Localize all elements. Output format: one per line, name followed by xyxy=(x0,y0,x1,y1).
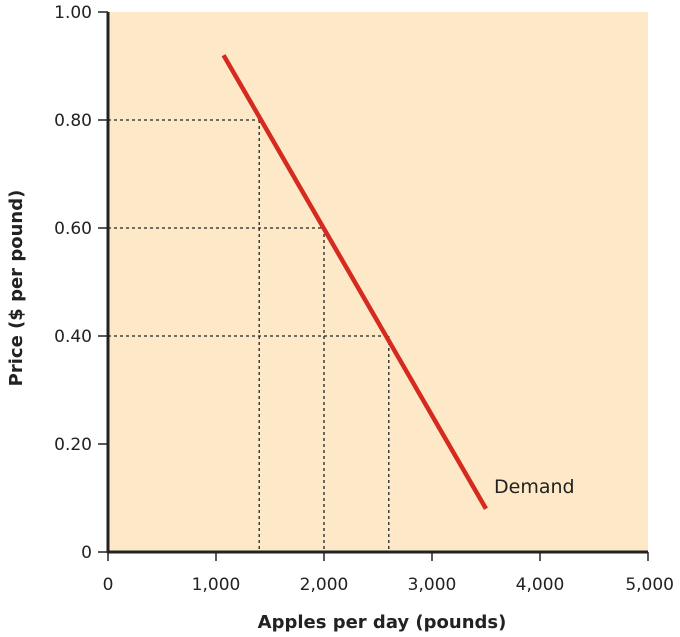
y-tick-labels: 0 0.20 0.40 0.60 0.80 1.00 xyxy=(54,3,92,563)
x-tick-label-4,000: 4,000 xyxy=(516,575,565,595)
y-axis-title: Price ($ per pound) xyxy=(6,190,27,387)
guide-lines xyxy=(108,119,390,552)
demand-line xyxy=(221,54,488,510)
x-tick-label-2,000: 2,000 xyxy=(300,575,349,595)
x-tick-label-0: 0 xyxy=(103,575,114,595)
y-tick-label-0.80: 0.80 xyxy=(54,111,92,131)
x-axis-title: Apples per day (pounds) xyxy=(258,612,507,633)
y-tick-label-0.40: 0.40 xyxy=(54,327,92,347)
demand-series-label: Demand xyxy=(494,476,575,498)
y-tick-label-0: 0 xyxy=(81,543,92,563)
plot-background xyxy=(108,12,648,552)
x-tick-labels: 0 1,000 2,000 3,000 4,000 5,000 xyxy=(103,575,674,595)
series-layer xyxy=(221,54,488,510)
axes xyxy=(106,12,648,554)
tick-marks xyxy=(98,11,649,561)
y-tick-label-0.60: 0.60 xyxy=(54,219,92,239)
x-tick-label-5,000: 5,000 xyxy=(625,575,674,595)
y-tick-label-1.00: 1.00 xyxy=(54,3,92,23)
x-tick-label-1,000: 1,000 xyxy=(192,575,241,595)
x-tick-label-3,000: 3,000 xyxy=(408,575,457,595)
y-tick-label-0.20: 0.20 xyxy=(54,435,92,455)
